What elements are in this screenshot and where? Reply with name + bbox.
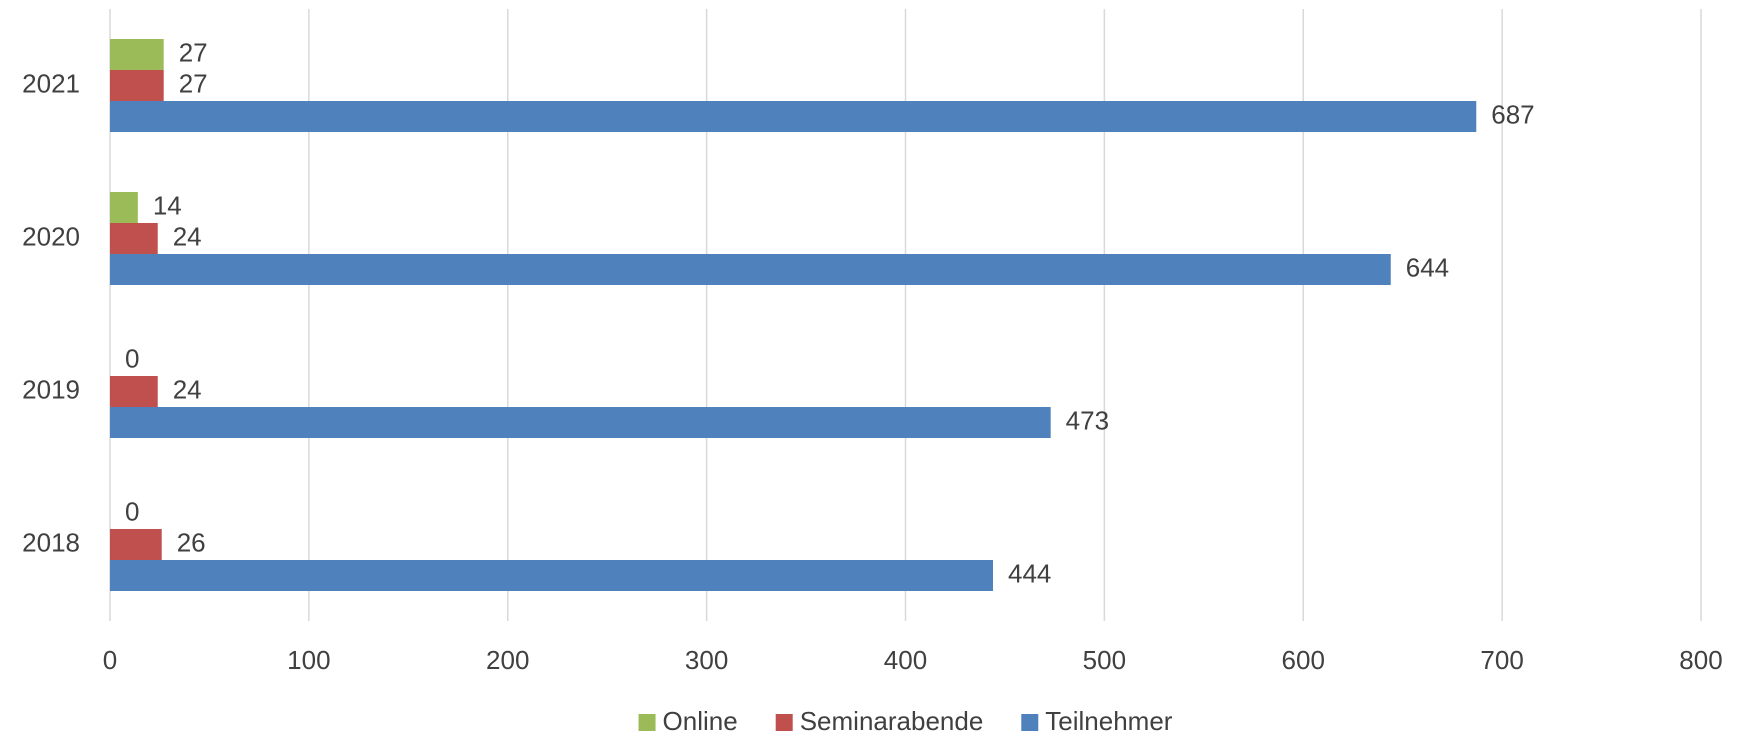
legend-swatch	[775, 714, 793, 731]
data-label: 24	[173, 374, 202, 404]
bar	[110, 223, 158, 254]
legend-swatch	[1021, 714, 1039, 731]
legend-swatch	[638, 714, 656, 731]
bar	[110, 376, 158, 407]
data-label: 27	[179, 68, 208, 98]
bar	[110, 39, 164, 70]
legend-label: Online	[663, 706, 738, 736]
x-tick-label: 0	[103, 645, 117, 675]
data-label: 0	[125, 496, 139, 526]
x-tick-label: 100	[287, 645, 330, 675]
x-tick-label: 600	[1282, 645, 1325, 675]
x-tick-label: 300	[685, 645, 728, 675]
bar	[110, 407, 1051, 438]
data-label: 24	[173, 221, 202, 251]
legend-label: Teilnehmer	[1045, 706, 1173, 736]
bar	[110, 254, 1391, 285]
x-tick-label: 400	[884, 645, 927, 675]
y-tick-label: 2021	[22, 68, 80, 98]
data-label: 687	[1491, 99, 1534, 129]
data-label: 0	[125, 343, 139, 373]
bar	[110, 192, 138, 223]
bar	[110, 70, 164, 101]
data-label: 26	[177, 527, 206, 557]
bar	[110, 101, 1477, 132]
x-tick-label: 200	[486, 645, 529, 675]
data-label: 444	[1008, 558, 1051, 588]
data-label: 14	[153, 190, 182, 220]
y-tick-label: 2019	[22, 374, 80, 404]
x-tick-label: 800	[1679, 645, 1722, 675]
bar	[110, 560, 994, 591]
y-tick-label: 2020	[22, 221, 80, 251]
x-tick-label: 500	[1083, 645, 1126, 675]
data-label: 27	[179, 37, 208, 67]
x-tick-label: 700	[1480, 645, 1523, 675]
legend-label: Seminarabende	[800, 706, 984, 736]
data-label: 473	[1066, 405, 1109, 435]
data-label: 644	[1406, 252, 1449, 282]
bar	[110, 529, 162, 560]
y-tick-label: 2018	[22, 527, 80, 557]
